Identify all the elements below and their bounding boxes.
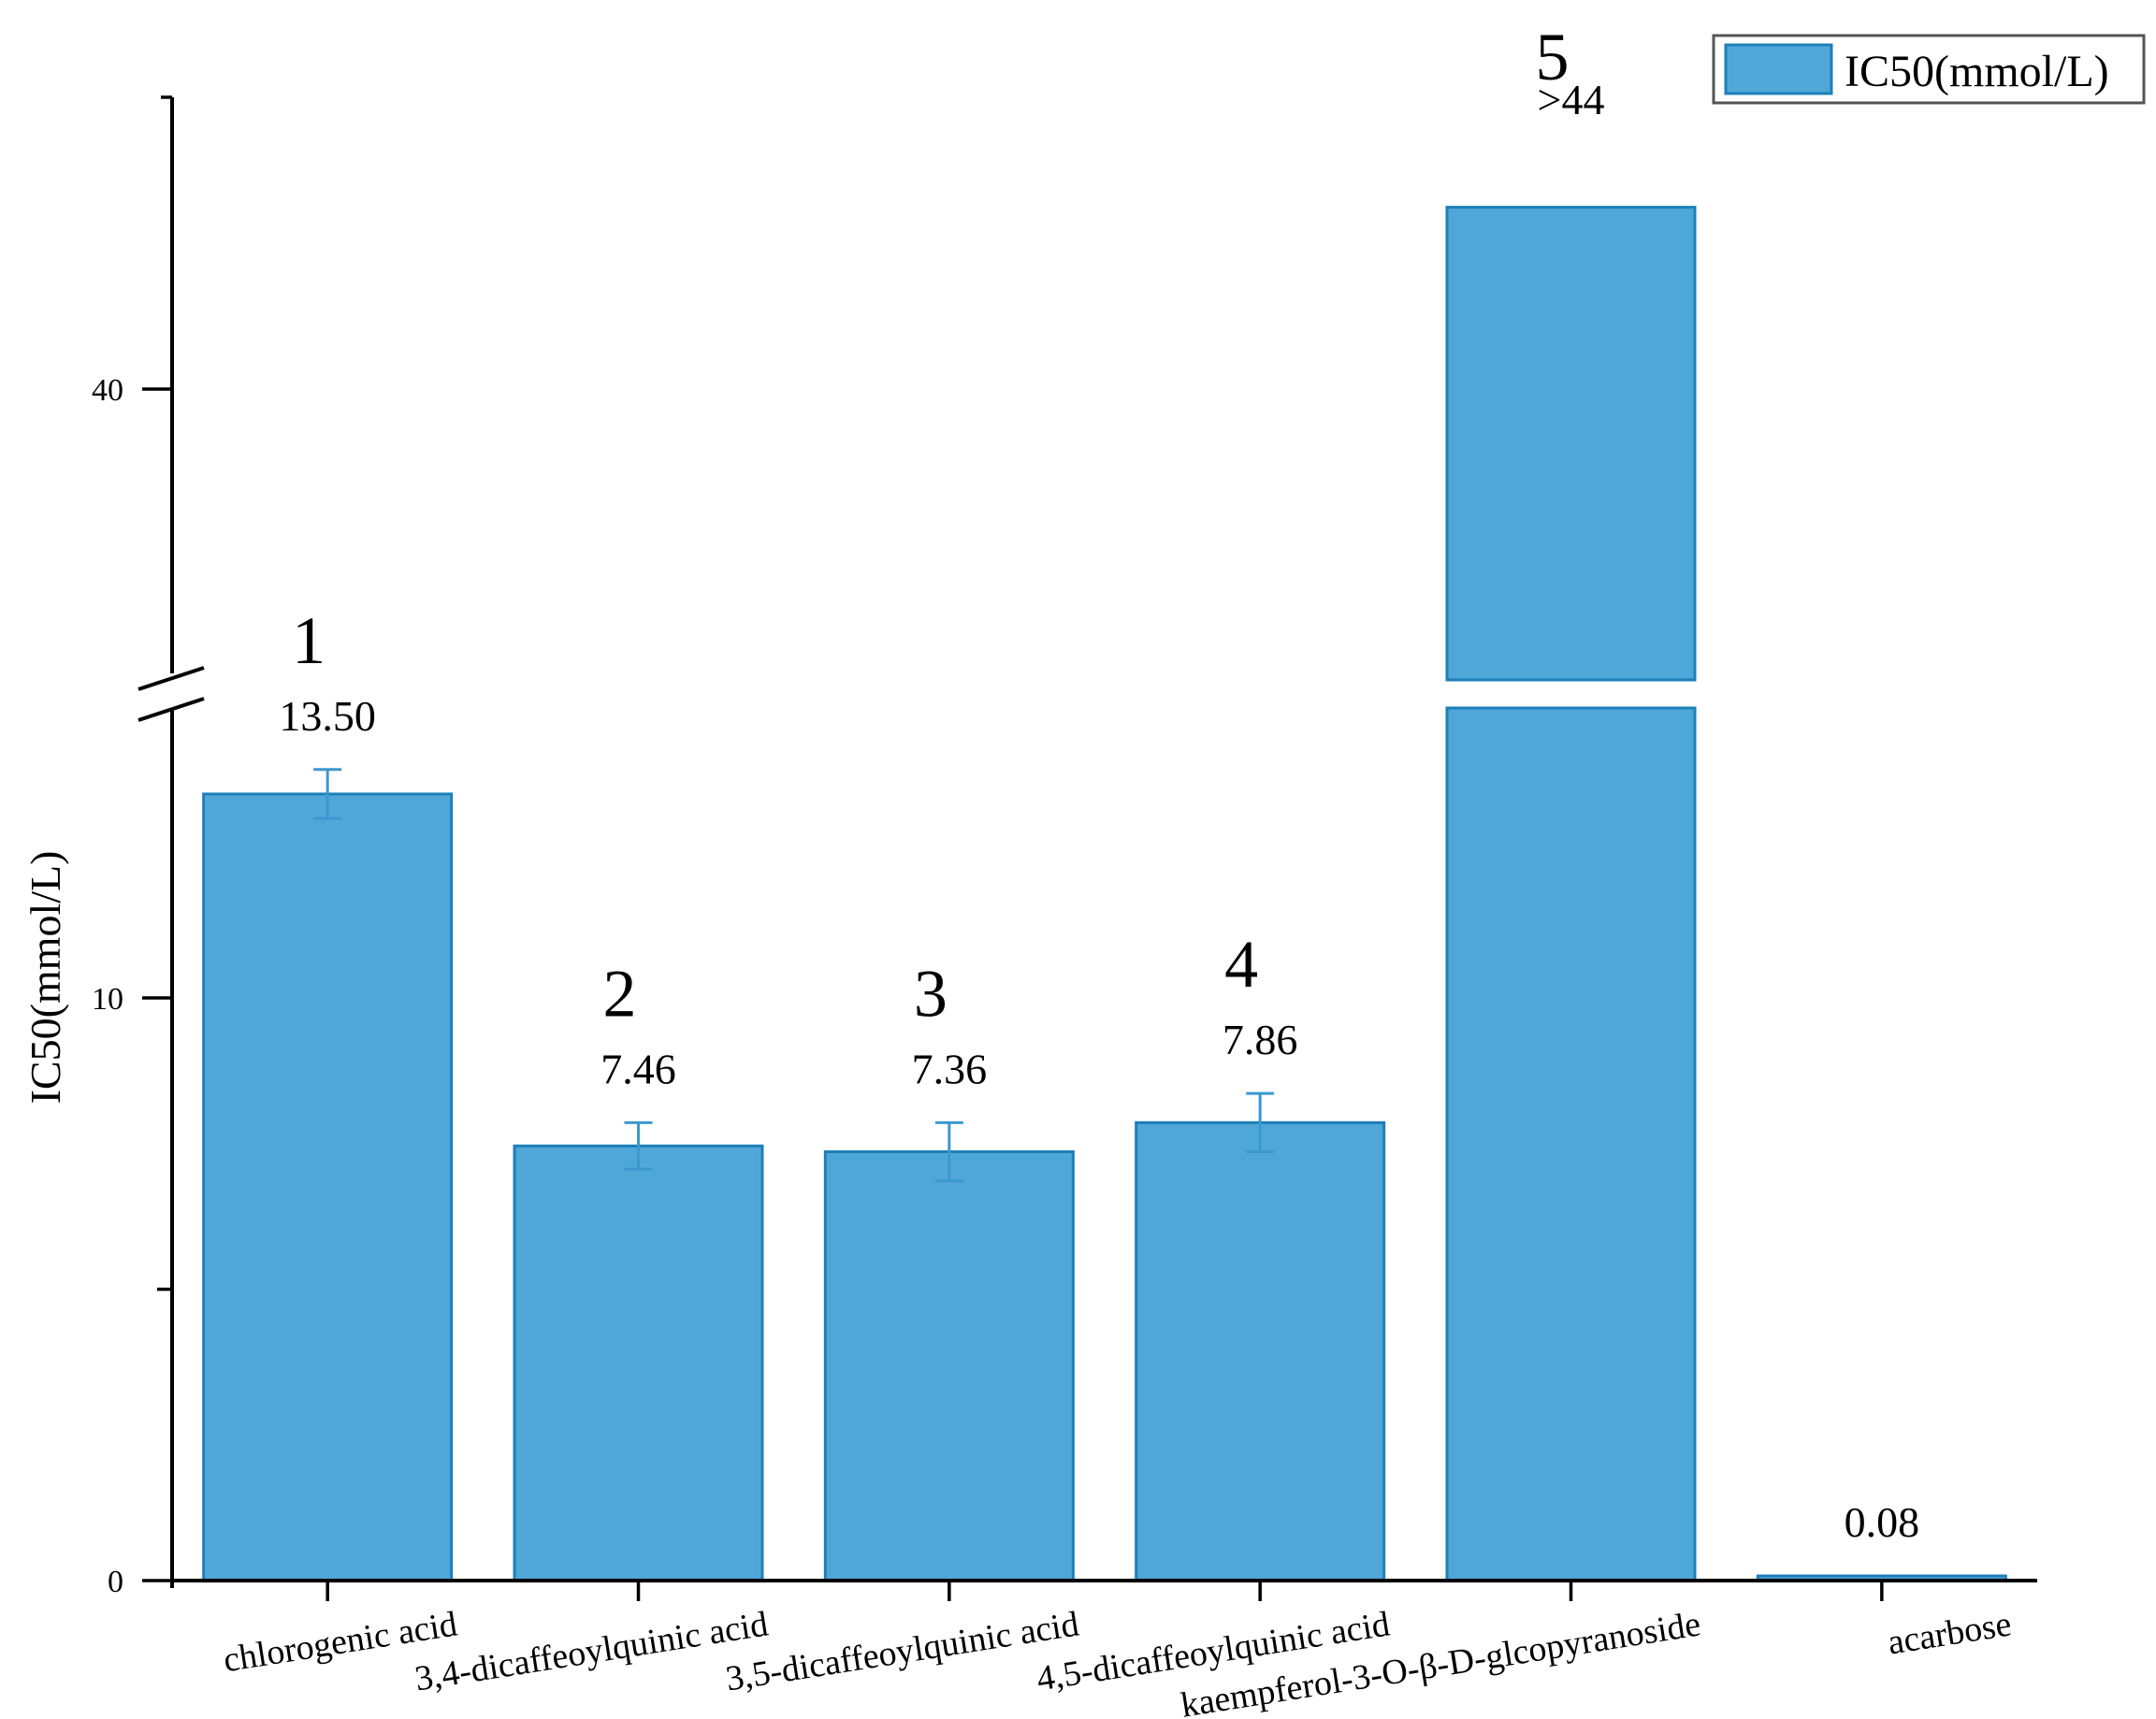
bar-5-upper bbox=[1445, 206, 1697, 682]
legend-swatch bbox=[1724, 43, 1833, 95]
compound-number-1: 1 bbox=[292, 603, 326, 678]
value-label-5: >44 bbox=[1538, 76, 1605, 123]
error-bar-3 bbox=[934, 1120, 963, 1183]
axis-break-mark-top bbox=[137, 666, 205, 691]
compound-number-4: 4 bbox=[1224, 927, 1258, 1002]
y-axis-title: IC50(mmol/L) bbox=[22, 851, 69, 1105]
compound-number-2: 2 bbox=[603, 956, 637, 1031]
legend: IC50(mmol/L) bbox=[1712, 34, 2146, 105]
bar-5-lower bbox=[1445, 706, 1697, 1582]
legend-label: IC50(mmol/L) bbox=[1845, 47, 2109, 96]
x-tick-label-6: acarbose bbox=[1885, 1604, 2014, 1662]
compound-number-5: 5 bbox=[1536, 20, 1570, 94]
error-bar-4 bbox=[1246, 1091, 1275, 1153]
bar-4 bbox=[1135, 1120, 1386, 1582]
bars-layer bbox=[202, 206, 2007, 1582]
error-bar-1 bbox=[313, 768, 342, 820]
x-tick-label-2: 3,4-dicaffeoylquinic acid bbox=[412, 1604, 771, 1698]
y-tick-label-40: 40 bbox=[92, 373, 123, 408]
compound-number-3: 3 bbox=[914, 956, 948, 1031]
value-label-1: 13.50 bbox=[279, 692, 376, 740]
y-tick-label-0: 0 bbox=[108, 1565, 123, 1599]
value-label-4: 7.86 bbox=[1223, 1016, 1298, 1063]
axes-layer bbox=[137, 95, 2037, 1601]
value-label-3: 7.36 bbox=[912, 1045, 988, 1092]
value-label-6: 0.08 bbox=[1845, 1498, 1920, 1546]
bar-1 bbox=[202, 792, 454, 1582]
error-bar-2 bbox=[624, 1120, 653, 1171]
bar-3 bbox=[823, 1149, 1075, 1582]
axis-break-mark-bottom bbox=[137, 697, 205, 722]
bar-2 bbox=[513, 1144, 764, 1582]
x-tick-label-3: 3,5-dicaffeoylquinic acid bbox=[723, 1604, 1081, 1698]
y-tick-label-10: 10 bbox=[92, 982, 123, 1017]
value-label-2: 7.46 bbox=[600, 1045, 676, 1092]
